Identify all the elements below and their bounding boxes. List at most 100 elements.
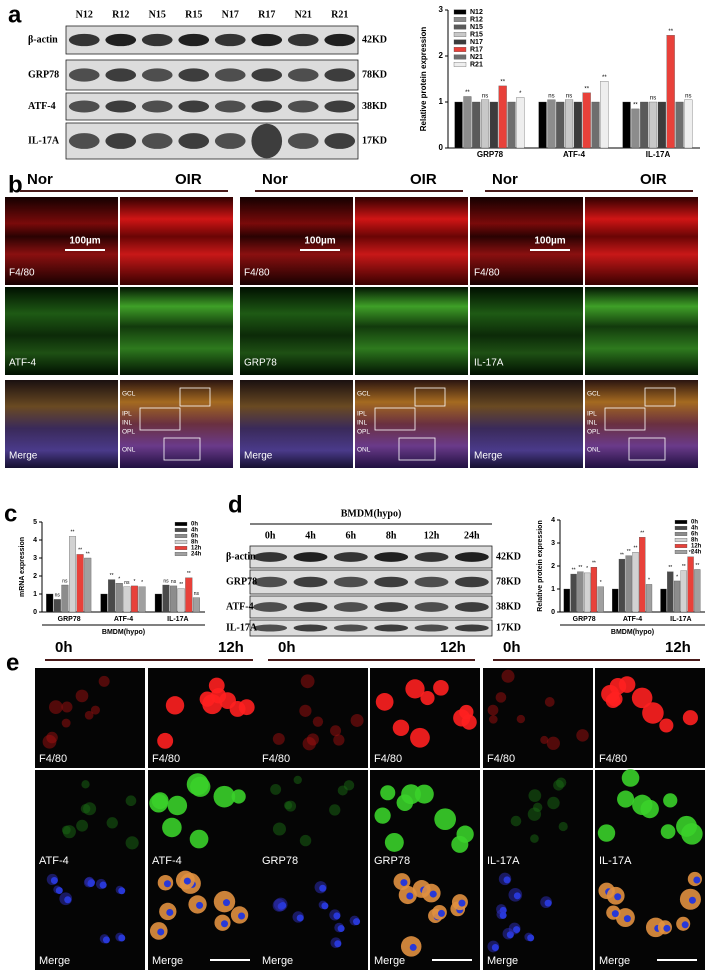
cell — [607, 691, 623, 707]
stain-label: Merge — [487, 955, 518, 967]
bar — [625, 555, 632, 613]
layer-label: GCL — [122, 391, 136, 398]
cell — [405, 679, 425, 699]
blot-band — [214, 33, 246, 47]
layer-label: OPL — [122, 429, 135, 436]
nucleus — [183, 877, 191, 885]
cell — [489, 715, 498, 724]
micrograph — [5, 380, 118, 468]
cell — [510, 815, 522, 827]
significance-label: ** — [689, 550, 693, 556]
nucleus — [544, 899, 552, 907]
cell — [42, 734, 57, 749]
significance-label: ns — [482, 93, 488, 99]
bar — [640, 101, 649, 149]
stain-label: Merge — [599, 955, 630, 967]
y-axis-label: Relative protein expression — [419, 27, 428, 132]
y-tick-label: 0 — [439, 143, 444, 152]
blot-band — [178, 33, 210, 47]
lane-label: N17 — [222, 9, 239, 20]
significance-label: ** — [500, 79, 505, 85]
blot-band — [374, 624, 409, 632]
cell — [202, 694, 223, 715]
significance-label: * — [133, 579, 135, 585]
significance-label: ** — [620, 552, 624, 558]
bar — [154, 593, 162, 613]
x-tick-label: GRP78 — [58, 616, 81, 623]
stain-label: F4/80 — [9, 268, 35, 279]
legend-label: R17 — [470, 46, 483, 53]
y-tick-label: 4 — [551, 517, 555, 524]
nucleus — [333, 912, 341, 920]
cell — [312, 716, 324, 727]
significance-label: ** — [110, 573, 114, 579]
stain-label: ATF-4 — [9, 358, 36, 369]
cell — [528, 789, 542, 802]
y-tick-label: 1 — [439, 97, 444, 106]
panel-label: d — [228, 491, 243, 518]
stain-label: GRP78 — [374, 855, 410, 867]
bar — [573, 101, 582, 149]
group-left-label: 0h — [278, 639, 296, 656]
cell — [49, 700, 63, 714]
lane-label: 0h — [265, 530, 276, 541]
bar — [53, 599, 61, 613]
scale-label: 100µm — [69, 236, 100, 247]
legend-label: 0h — [191, 522, 198, 528]
layer-label: ONL — [122, 447, 136, 454]
cell — [350, 713, 364, 727]
cell — [330, 725, 342, 737]
bar — [666, 35, 675, 149]
nucleus — [118, 934, 126, 942]
scale-label: 100µm — [304, 236, 335, 247]
nucleus — [334, 940, 342, 948]
significance-label: ns — [685, 93, 691, 99]
stain-label: Merge — [474, 451, 503, 462]
legend-swatch — [674, 526, 688, 530]
bar — [489, 101, 498, 149]
cell — [676, 815, 698, 837]
inset-box — [644, 387, 676, 407]
legend-label: 6h — [691, 532, 698, 538]
significance-label: ** — [465, 90, 470, 96]
legend-label: 4h — [691, 526, 698, 532]
cell — [189, 829, 209, 849]
legend-label: N21 — [470, 54, 483, 61]
cell — [540, 735, 549, 745]
cell — [106, 817, 118, 829]
blot-band — [414, 624, 449, 632]
cell — [392, 719, 410, 737]
blot-band — [251, 68, 283, 82]
blot-band — [105, 133, 137, 149]
y-tick-label: 3 — [551, 540, 555, 547]
bar — [556, 101, 565, 149]
bar — [84, 557, 92, 613]
cell — [660, 824, 676, 839]
bar — [639, 537, 646, 613]
panel-label: a — [8, 1, 22, 28]
stain-label: GRP78 — [244, 358, 277, 369]
stain-label: F4/80 — [244, 268, 270, 279]
bar — [454, 101, 463, 149]
size-label: 38KD — [496, 601, 521, 612]
nucleus — [409, 943, 417, 951]
nucleus — [503, 876, 511, 884]
group-left-label: Nor — [262, 171, 288, 188]
stain-label: F4/80 — [152, 753, 180, 765]
nucleus — [527, 934, 535, 942]
blot-band — [374, 576, 409, 588]
lane-label: N15 — [149, 9, 166, 20]
nucleus — [238, 912, 246, 920]
lane-label: R15 — [185, 9, 202, 20]
nucleus — [623, 915, 631, 923]
blot-band — [105, 100, 137, 113]
group-right-label: OIR — [175, 171, 202, 188]
bar — [61, 584, 69, 613]
stain-label: Merge — [39, 955, 70, 967]
cell — [384, 832, 404, 852]
lane-label: R17 — [258, 9, 275, 20]
nucleus — [663, 924, 671, 932]
nucleus — [64, 896, 72, 904]
cell — [80, 803, 91, 814]
